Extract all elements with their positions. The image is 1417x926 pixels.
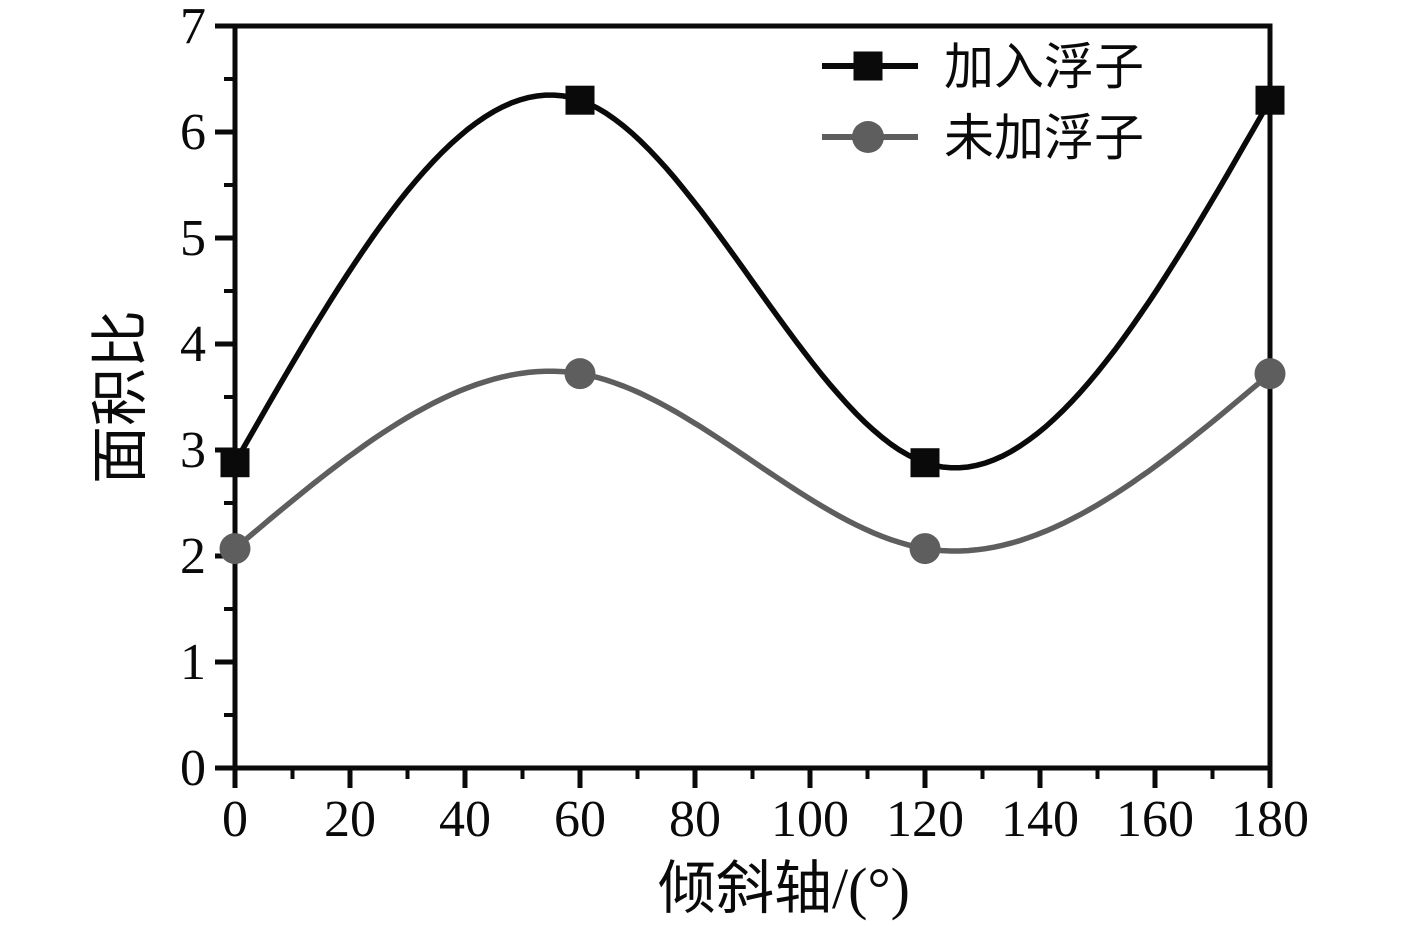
y-tick-label: 4 <box>180 316 206 373</box>
series-layer <box>219 85 1286 565</box>
x-tick-label: 0 <box>222 791 248 848</box>
plot-frame <box>232 23 1273 771</box>
legend: 加入浮子 未加浮子 <box>822 39 1144 166</box>
legend-label-series-0: 加入浮子 <box>944 39 1144 95</box>
y-tick-label: 5 <box>180 210 206 267</box>
series-1-marker <box>564 358 596 390</box>
y-axis-label: 面积比 <box>88 310 153 484</box>
series-1-marker <box>909 533 941 565</box>
series-1-marker <box>1254 358 1286 390</box>
legend-label-series-1: 未加浮子 <box>944 110 1144 166</box>
legend-circle-marker-icon <box>852 121 884 153</box>
legend-square-marker-icon <box>853 51 883 81</box>
y-tick-label: 1 <box>180 634 206 691</box>
x-tick-label: 60 <box>554 791 606 848</box>
series-0-marker <box>565 85 595 115</box>
series-0-marker <box>910 448 940 478</box>
x-tick-label: 80 <box>669 791 721 848</box>
x-tick-label: 140 <box>1001 791 1079 848</box>
series-0-marker <box>220 448 250 478</box>
x-tick-label: 20 <box>324 791 376 848</box>
y-tick-label: 0 <box>180 740 206 797</box>
x-tick-label: 120 <box>886 791 964 848</box>
series-1-curve <box>232 368 1273 554</box>
ticks-layer: 0 20 40 60 80 100 120 140 160 180 0 1 2 3 4 5 6 7 <box>180 0 1309 848</box>
x-tick-label: 160 <box>1116 791 1194 848</box>
series-0-marker <box>1255 85 1285 115</box>
x-axis-label: 倾斜轴/(°) <box>658 856 910 921</box>
y-tick-label: 2 <box>180 528 206 585</box>
series-0-curve <box>232 92 1273 471</box>
x-tick-label: 100 <box>771 791 849 848</box>
y-tick-label: 6 <box>180 104 206 161</box>
y-tick-label: 3 <box>180 422 206 479</box>
x-tick-label: 40 <box>439 791 491 848</box>
x-tick-label: 180 <box>1231 791 1309 848</box>
series-1-marker <box>219 533 251 565</box>
y-tick-label: 7 <box>180 0 206 55</box>
